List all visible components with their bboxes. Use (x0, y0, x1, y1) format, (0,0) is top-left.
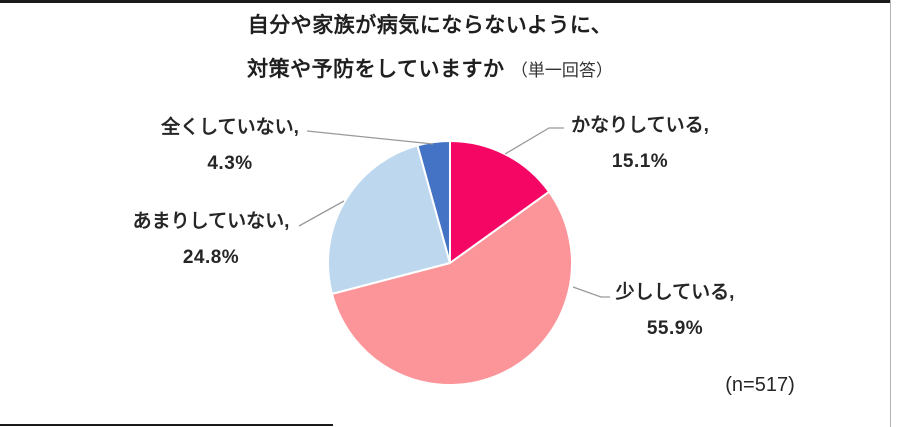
leader-line-amari (298, 200, 345, 227)
right-border-line (890, 0, 891, 427)
callout-sukoshi-label: 少ししている, (615, 282, 735, 303)
callout-amari-value: 24.8% (182, 247, 240, 268)
callout-amari-label: あまりしていない, (132, 211, 290, 232)
leader-line-mattaku (306, 130, 434, 145)
bottom-border-line (0, 424, 333, 426)
callout-mattaku-label: 全くしていない, (161, 117, 299, 138)
top-border-line (0, 0, 891, 3)
chart-title-line1: 自分や家族が病気にならないように、 (247, 14, 613, 37)
callout-kanari-label: かなりしている, (571, 115, 709, 136)
callout-mattaku-value: 4.3% (207, 153, 253, 174)
pie-slice-少ししている[interactable] (330, 190, 573, 386)
pie-slice-全くしていない[interactable] (416, 140, 451, 264)
pie-slices[interactable] (327, 140, 573, 386)
callout-sukoshi: 少ししている, 55.9% (585, 281, 765, 341)
chart-title-line2-main: 対策や予防をしていますか (247, 58, 505, 81)
chart-title-answer-type-note: （単一回答） (510, 61, 613, 80)
callout-kanari: かなりしている, 15.1% (550, 114, 730, 174)
leader-line-kanari (504, 127, 564, 155)
callout-sukoshi-value: 55.9% (646, 318, 704, 339)
sample-size-note: (n=517) (725, 374, 795, 396)
callout-mattaku: 全くしていない, 4.3% (140, 116, 320, 176)
leader-line-sukoshi (572, 286, 610, 298)
chart-title-line2: 対策や予防をしていますか （単一回答） (0, 53, 860, 83)
pie-slice-かなりしている[interactable] (449, 140, 551, 264)
pie-slice-あまりしていない[interactable] (327, 144, 451, 295)
callout-amari: あまりしていない, 24.8% (120, 210, 302, 270)
callout-kanari-value: 15.1% (611, 151, 669, 172)
